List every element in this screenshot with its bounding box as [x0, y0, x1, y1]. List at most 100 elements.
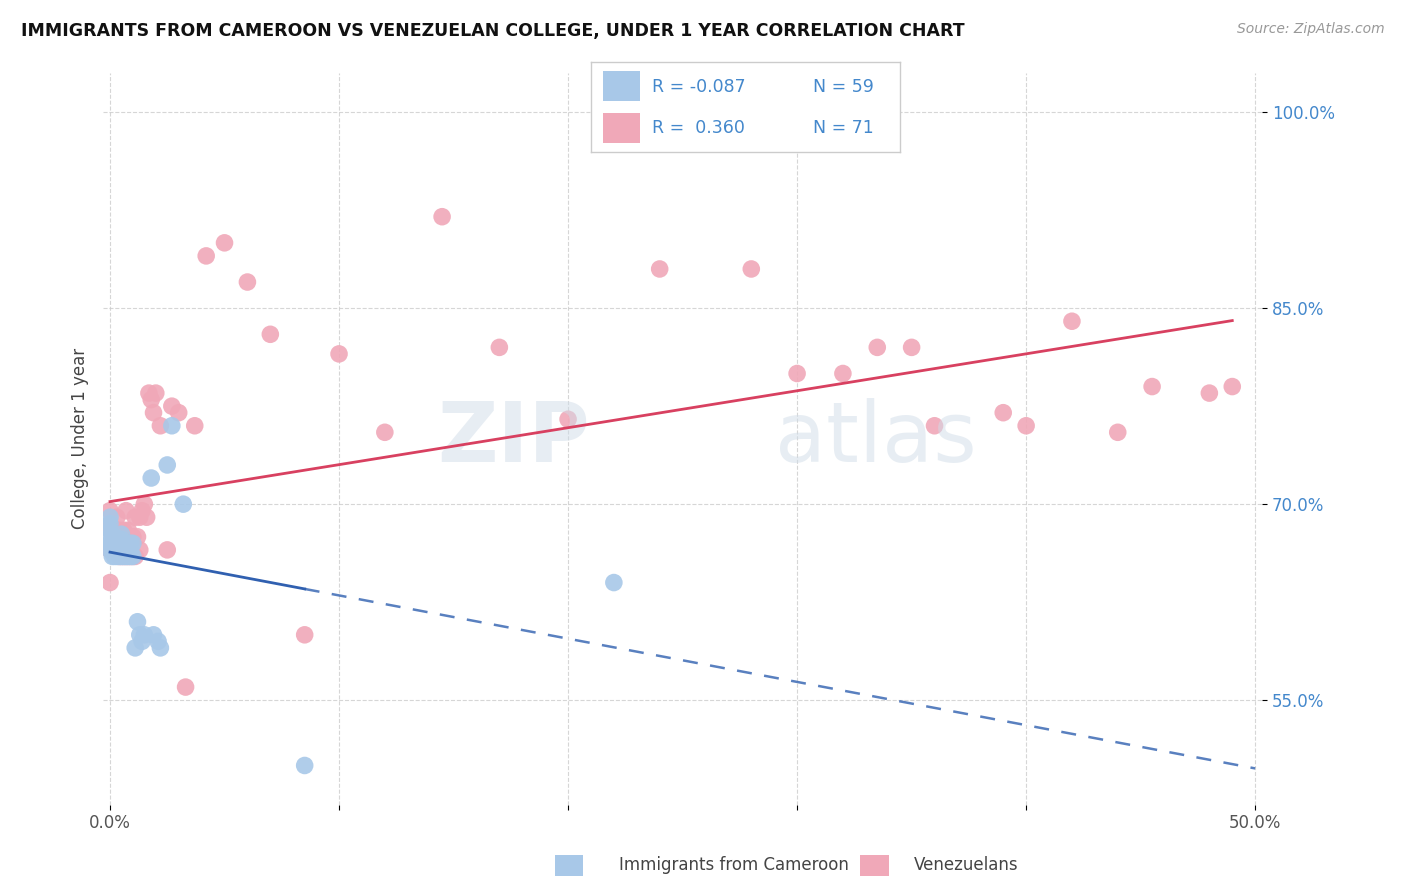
Point	[167, 406, 190, 420]
Point	[117, 523, 139, 537]
Point	[135, 510, 157, 524]
Point	[98, 536, 121, 550]
Text: ZIP: ZIP	[437, 399, 591, 479]
Point	[259, 327, 281, 342]
Point	[105, 542, 128, 557]
Point	[160, 399, 183, 413]
Point	[120, 549, 142, 564]
Point	[105, 549, 128, 564]
Point	[98, 523, 121, 537]
Text: atlas: atlas	[775, 399, 977, 479]
Point	[328, 347, 350, 361]
Point	[98, 516, 121, 531]
Point	[117, 549, 139, 564]
Point	[98, 575, 121, 590]
Text: R =  0.360: R = 0.360	[652, 119, 745, 136]
Point	[103, 536, 125, 550]
Point	[98, 530, 121, 544]
Point	[122, 530, 145, 544]
Point	[108, 523, 131, 537]
Point	[110, 530, 132, 544]
Point	[105, 533, 128, 547]
Point	[108, 549, 131, 564]
Point	[105, 530, 128, 544]
Point	[832, 367, 855, 381]
Point	[103, 523, 125, 537]
Point	[786, 367, 808, 381]
Text: IMMIGRANTS FROM CAMEROON VS VENEZUELAN COLLEGE, UNDER 1 YEAR CORRELATION CHART: IMMIGRANTS FROM CAMEROON VS VENEZUELAN C…	[21, 22, 965, 40]
Point	[108, 536, 131, 550]
Point	[120, 549, 142, 564]
Point	[145, 386, 167, 401]
Point	[98, 516, 121, 531]
Point	[1198, 386, 1220, 401]
Point	[924, 418, 946, 433]
Point	[1140, 379, 1163, 393]
Point	[105, 541, 128, 555]
Point	[117, 549, 139, 564]
Point	[98, 542, 121, 557]
FancyBboxPatch shape	[603, 71, 640, 101]
Point	[98, 523, 121, 537]
Point	[115, 536, 138, 550]
Point	[117, 536, 139, 550]
Text: Immigrants from Cameroon: Immigrants from Cameroon	[619, 856, 848, 874]
Point	[108, 549, 131, 564]
Point	[103, 542, 125, 557]
Point	[374, 425, 396, 440]
Point	[98, 504, 121, 518]
Point	[146, 634, 169, 648]
Point	[127, 530, 149, 544]
Point	[101, 536, 124, 550]
Point	[124, 640, 146, 655]
Point	[98, 510, 121, 524]
Point	[101, 542, 124, 557]
Point	[141, 471, 163, 485]
Point	[1060, 314, 1083, 328]
Point	[112, 542, 135, 557]
Point	[184, 418, 207, 433]
Point	[105, 510, 128, 524]
Point	[103, 542, 125, 557]
Point	[1015, 418, 1038, 433]
Point	[105, 536, 128, 550]
Point	[103, 549, 125, 564]
Point	[138, 386, 160, 401]
Point	[112, 523, 135, 537]
Point	[128, 542, 150, 557]
Point	[105, 545, 128, 559]
Point	[142, 406, 165, 420]
Point	[110, 545, 132, 559]
Point	[115, 504, 138, 518]
Point	[127, 615, 149, 629]
Point	[141, 392, 163, 407]
Point	[112, 549, 135, 564]
Point	[110, 549, 132, 564]
Point	[174, 680, 197, 694]
Point	[156, 458, 179, 472]
Point	[117, 542, 139, 557]
Text: R = -0.087: R = -0.087	[652, 78, 747, 95]
Point	[236, 275, 259, 289]
Point	[110, 533, 132, 547]
Point	[993, 406, 1015, 420]
Text: Source: ZipAtlas.com: Source: ZipAtlas.com	[1237, 22, 1385, 37]
Point	[103, 530, 125, 544]
Text: N = 59: N = 59	[813, 78, 875, 95]
Point	[160, 418, 183, 433]
Point	[101, 549, 124, 564]
Point	[131, 634, 153, 648]
Point	[103, 533, 125, 548]
Point	[110, 536, 132, 550]
Point	[430, 210, 453, 224]
Point	[98, 536, 121, 550]
Point	[115, 549, 138, 564]
Point	[156, 542, 179, 557]
Point	[1107, 425, 1129, 440]
Point	[866, 340, 889, 354]
Point	[134, 497, 156, 511]
Point	[112, 549, 135, 564]
Text: Venezuelans: Venezuelans	[914, 856, 1018, 874]
Point	[108, 536, 131, 550]
Point	[115, 542, 138, 557]
